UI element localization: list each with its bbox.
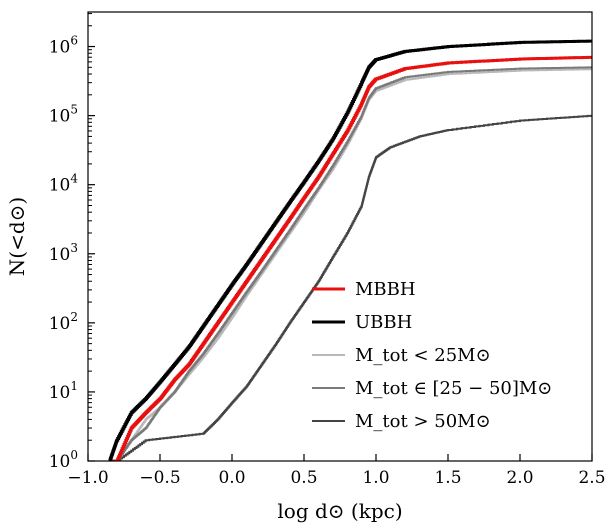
series-line-4 — [116, 66, 592, 461]
y-tick-label: 105 — [49, 103, 78, 127]
y-tick-label: 104 — [49, 172, 79, 196]
y-tick-label: 103 — [49, 241, 78, 265]
y-tick-label: 106 — [49, 34, 78, 58]
x-tick-label: 1.5 — [434, 468, 461, 488]
plot-area — [108, 39, 592, 461]
y-axis: 100 101 102 103 104 105 106 — [49, 13, 95, 472]
legend-label: M_tot > 50M⊙ — [355, 411, 491, 432]
plot-frame — [87, 11, 593, 462]
y-tick-label: 101 — [49, 379, 78, 403]
x-tick-label: 2.5 — [578, 468, 605, 488]
x-tick-label: −0.5 — [139, 468, 180, 488]
legend-label: UBBH — [355, 312, 412, 333]
x-axis-label: log d⊙ (kpc) — [277, 499, 402, 523]
legend: MBBH UBBH M_tot < 25M⊙ M_tot ∈ [25 − 50]M⊙ M… — [312, 279, 552, 432]
y-tick-label: 100 — [49, 448, 78, 472]
x-axis: −1.0 −0.5 0.0 0.5 1.0 1.5 2.0 2.5 — [67, 454, 606, 488]
series-line-5 — [116, 114, 592, 461]
x-tick-label: 1.0 — [362, 468, 389, 488]
y-tick-label: 102 — [49, 310, 78, 334]
x-tick-label: 2.0 — [506, 468, 533, 488]
y-axis-label: N(<d⊙) — [5, 197, 29, 276]
x-tick-label: −1.0 — [67, 468, 108, 488]
legend-label: MBBH — [355, 279, 416, 300]
legend-label: M_tot < 25M⊙ — [355, 345, 491, 366]
x-tick-label: 0.5 — [290, 468, 317, 488]
legend-label: M_tot ∈ [25 − 50]M⊙ — [355, 378, 552, 399]
series-line-2 — [108, 39, 592, 461]
x-tick-label: 0.0 — [218, 468, 245, 488]
series-line-1 — [109, 55, 592, 461]
